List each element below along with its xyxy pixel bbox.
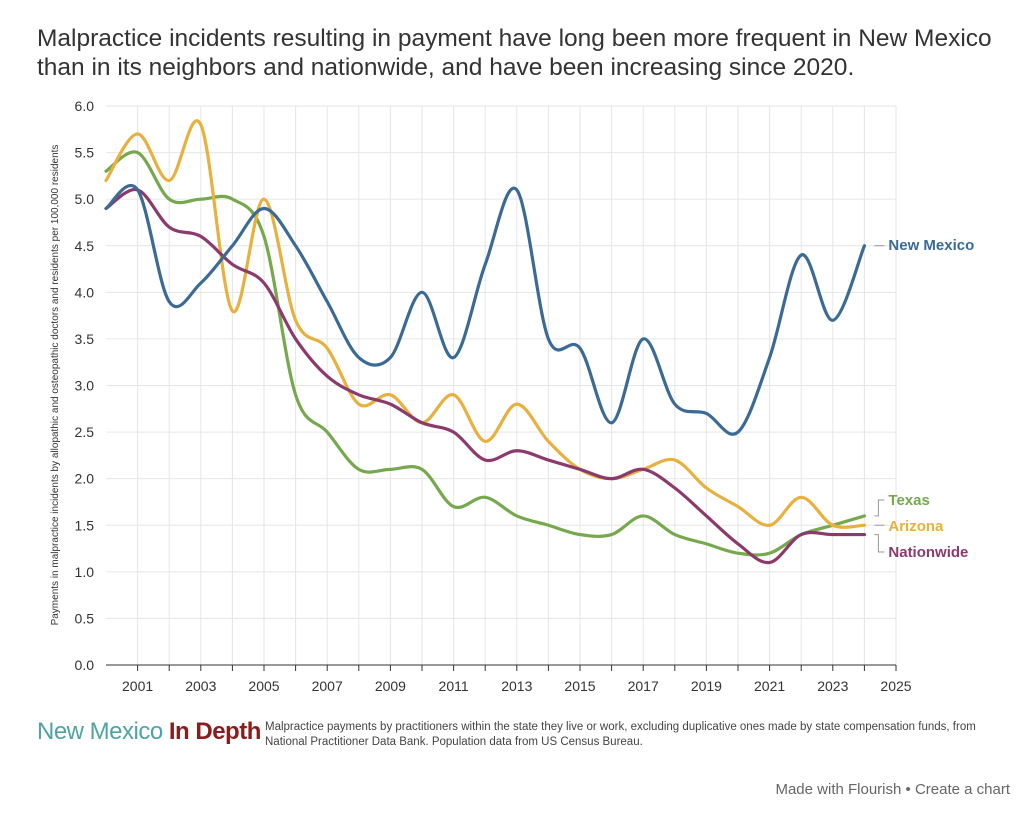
y-tick-label: 3.5 (75, 331, 95, 347)
series-lines (104, 119, 866, 565)
x-tick-label: 2003 (185, 678, 216, 694)
y-tick-label: 0.0 (75, 657, 95, 673)
axes (106, 664, 897, 671)
series-label-arizona: Arizona (888, 518, 944, 535)
series-labels: New Mexico Texas Arizona Nationwide (874, 237, 974, 561)
series-line-new-mexico (104, 184, 866, 436)
series-line-texas (104, 150, 866, 557)
series-line-arizona (104, 119, 866, 529)
y-tick-label: 1.5 (75, 517, 95, 533)
chart-title: Malpractice incidents resulting in payme… (37, 25, 992, 81)
y-axis-ticks: 0.0 0.5 1.0 1.5 2.0 2.5 3.0 3.5 4.0 4.5 5.0 5.5 6.0 (75, 98, 95, 673)
credit-separator: • (901, 781, 915, 798)
create-chart-link[interactable]: Create a chart (914, 781, 1010, 798)
x-tick-label: 2011 (439, 678, 469, 694)
x-tick-label: 2021 (754, 678, 785, 694)
y-tick-label: 6.0 (75, 98, 95, 114)
x-tick-label: 2019 (691, 678, 722, 694)
y-tick-label: 3.0 (75, 378, 95, 394)
x-tick-label: 2013 (501, 678, 532, 694)
y-tick-label: 2.0 (75, 471, 95, 487)
x-tick-label: 2023 (817, 678, 848, 694)
series-label-nationwide: Nationwide (888, 544, 968, 561)
series-label-texas: Texas (888, 492, 929, 509)
y-tick-label: 5.5 (75, 145, 95, 161)
brand-logo-part1: New Mexico (37, 718, 169, 745)
x-tick-label: 2009 (375, 678, 406, 694)
x-axis-ticks: 2001 2003 2005 2007 2009 2011 2013 2015 2017 2019… (122, 678, 912, 694)
source-note: Malpractice payments by practitioners wi… (265, 721, 976, 748)
label-connector (874, 499, 885, 517)
label-connector (874, 534, 885, 553)
series-line-nationwide (104, 188, 866, 565)
y-tick-label: 1.0 (75, 564, 95, 580)
series-label-new-mexico: New Mexico (888, 237, 974, 254)
x-tick-label: 2017 (628, 678, 659, 694)
y-tick-label: 2.5 (75, 424, 95, 440)
made-with-flourish-link[interactable]: Made with Flourish (775, 781, 902, 798)
y-tick-label: 4.5 (75, 238, 95, 254)
x-tick-label: 2025 (880, 678, 911, 694)
y-tick-label: 0.5 (75, 610, 95, 626)
flourish-credit: Made with Flourish • Create a chart (775, 781, 1010, 798)
brand-logo-part2: In Depth (168, 718, 262, 745)
x-tick-label: 2005 (248, 678, 279, 694)
gridlines (106, 105, 897, 666)
x-tick-label: 2015 (564, 678, 595, 694)
y-axis-label: Payments in malpractice incidents by all… (50, 145, 61, 626)
y-tick-label: 4.0 (75, 284, 95, 300)
x-tick-label: 2001 (122, 678, 153, 694)
brand-logo: New Mexico In Depth (37, 718, 261, 746)
x-tick-label: 2007 (312, 678, 343, 694)
y-tick-label: 5.0 (75, 191, 95, 207)
